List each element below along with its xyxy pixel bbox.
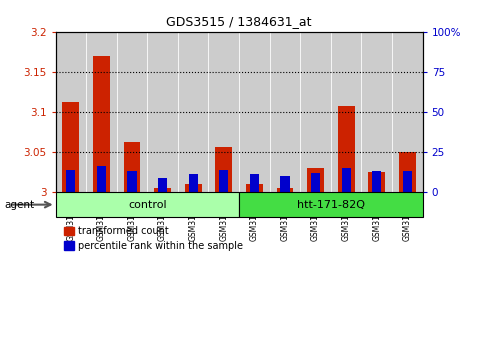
Bar — [185, 184, 201, 192]
Bar — [250, 175, 259, 192]
Bar — [62, 102, 79, 192]
Bar — [97, 166, 106, 192]
Bar — [403, 171, 412, 192]
Bar — [392, 32, 423, 192]
Bar — [280, 176, 290, 192]
Legend: transformed count, percentile rank within the sample: transformed count, percentile rank withi… — [60, 222, 247, 255]
Bar — [399, 152, 416, 192]
FancyBboxPatch shape — [56, 192, 239, 217]
Bar — [246, 184, 263, 192]
Bar — [178, 32, 209, 192]
Bar — [219, 170, 228, 192]
Bar — [209, 32, 239, 192]
Bar — [147, 32, 178, 192]
Bar — [338, 105, 355, 192]
Bar — [277, 188, 293, 192]
Bar — [300, 32, 331, 192]
Bar — [372, 171, 382, 192]
Bar — [154, 188, 171, 192]
Bar — [124, 142, 141, 192]
Bar — [117, 32, 147, 192]
Bar — [239, 32, 270, 192]
Bar — [270, 32, 300, 192]
Bar — [66, 170, 75, 192]
Bar — [369, 172, 385, 192]
FancyBboxPatch shape — [239, 192, 423, 217]
Bar — [361, 32, 392, 192]
Text: agent: agent — [5, 200, 35, 210]
Bar — [86, 32, 117, 192]
Text: htt-171-82Q: htt-171-82Q — [297, 200, 365, 210]
Text: control: control — [128, 200, 167, 210]
Bar — [158, 178, 167, 192]
Bar — [341, 168, 351, 192]
Bar — [331, 32, 361, 192]
Bar — [215, 147, 232, 192]
Bar — [307, 168, 324, 192]
Title: GDS3515 / 1384631_at: GDS3515 / 1384631_at — [166, 15, 312, 28]
Bar — [188, 175, 198, 192]
Bar — [56, 32, 86, 192]
Bar — [128, 171, 137, 192]
Bar — [311, 173, 320, 192]
Bar — [93, 56, 110, 192]
